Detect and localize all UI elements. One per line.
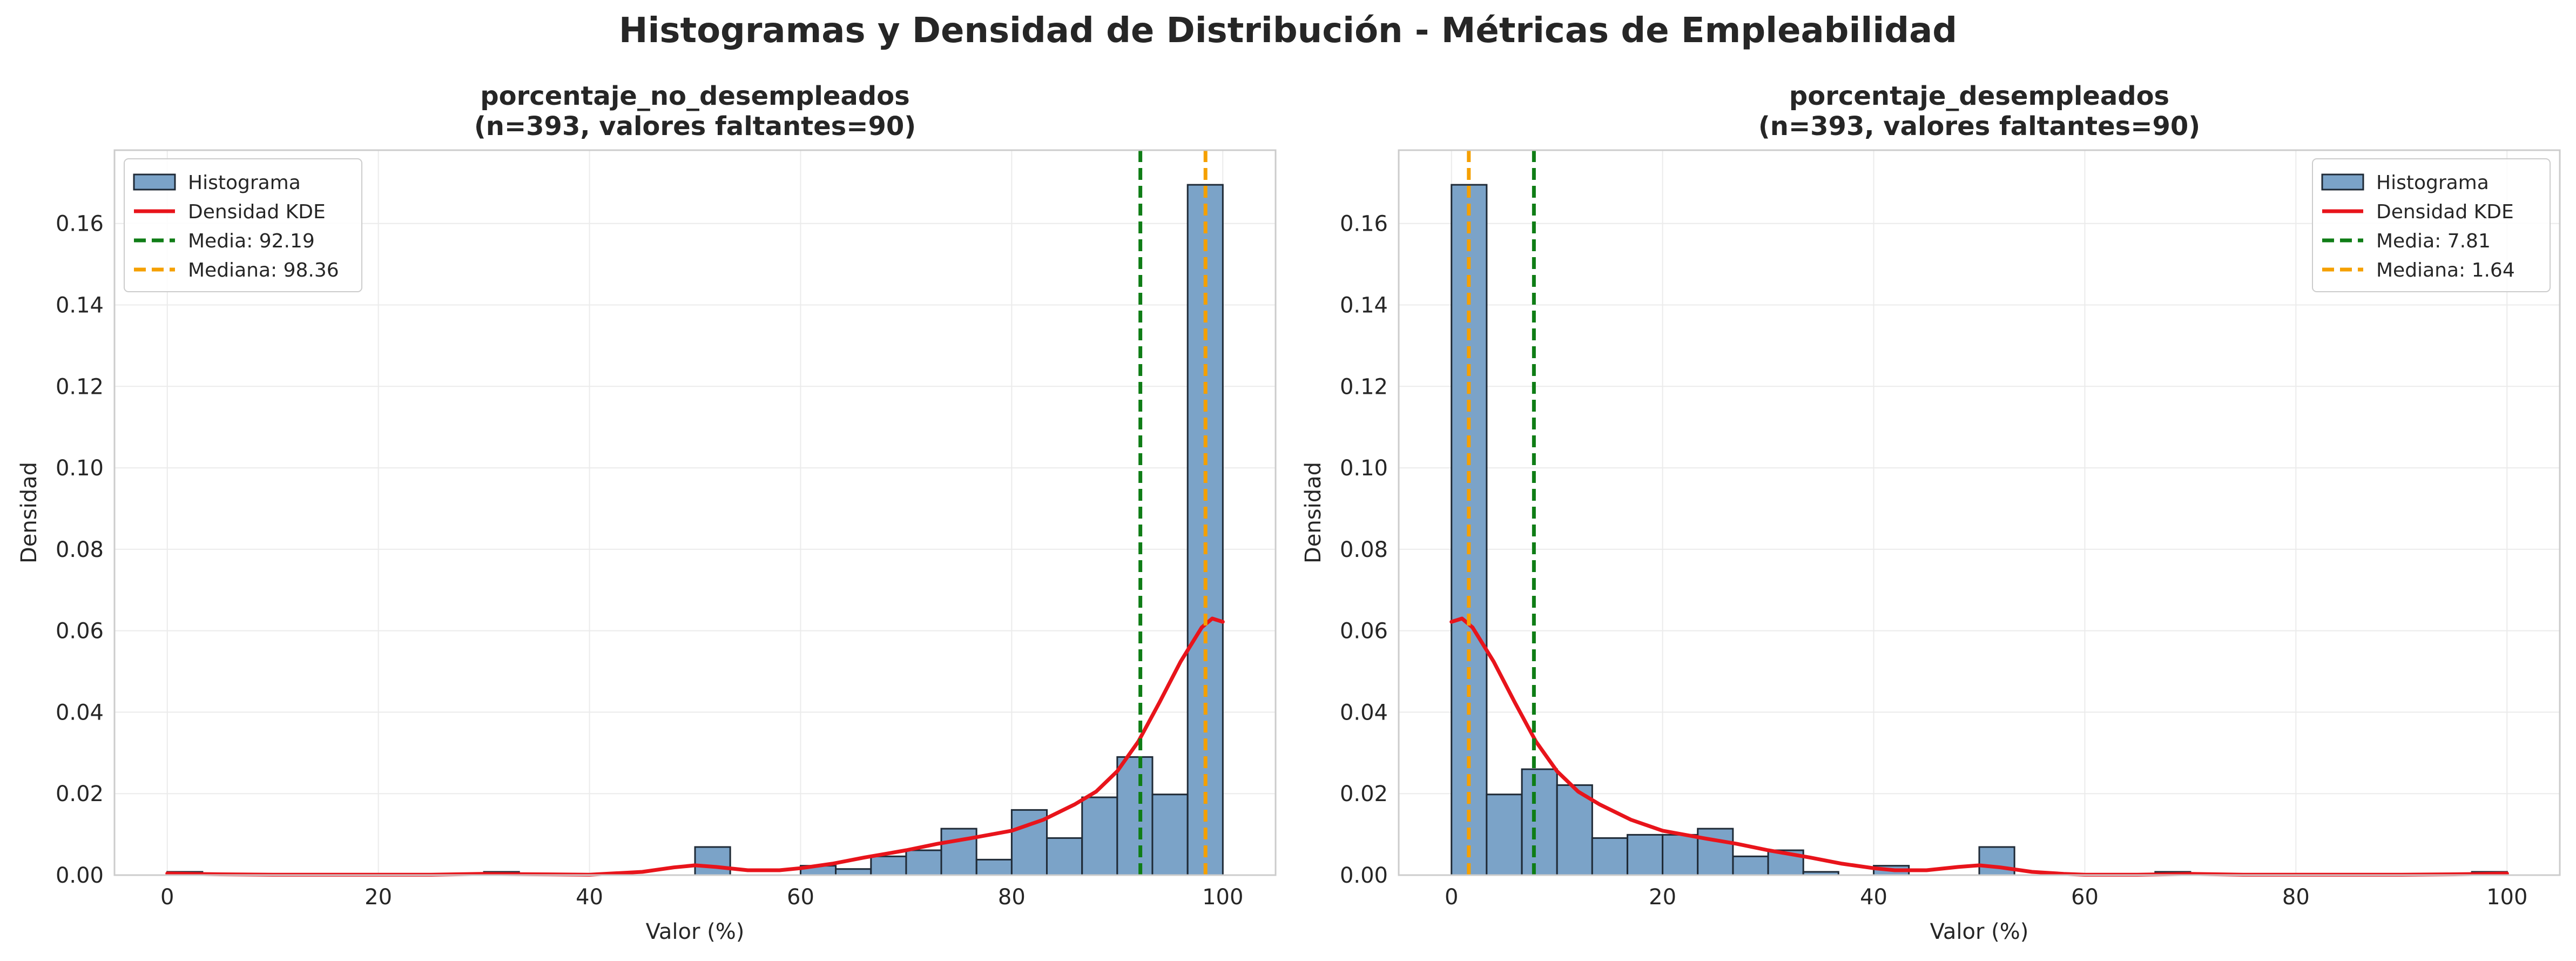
histogram-bar [1697,828,1734,876]
histogram-bar [975,858,1013,876]
histogram-bar [694,846,731,876]
panel-title: porcentaje_desempleados [1789,81,2169,111]
y-tick-label: 0.12 [1340,374,1388,399]
histogram-bar [1486,794,1523,876]
y-tick-label: 0.08 [56,537,104,562]
histogram-bar [1046,837,1083,876]
legend: Histograma Densidad KDE Media: 7.81 Mediana… [2312,158,2551,292]
legend-median-label: Mediana: 1.64 [2376,259,2515,281]
legend-mean-label: Media: 7.81 [2376,230,2491,252]
histogram-bar [835,868,872,876]
y-tick-label: 0.14 [1340,293,1388,318]
y-tick-label: 0.14 [56,293,104,318]
legend-hist-label: Histograma [188,172,301,194]
legend-kde-label: Densidad KDE [188,201,326,223]
histogram-bar [940,828,977,876]
x-axis-label: Valor (%) [1930,919,2029,944]
y-tick-label: 0.04 [1340,700,1388,725]
histogram-bar [1116,756,1154,876]
y-tick-label: 0.02 [56,782,104,807]
x-tick-label: 80 [998,885,1026,910]
legend-mean-label: Media: 92.19 [188,230,315,252]
y-axis-label: Densidad [1301,462,1326,563]
x-tick-label: 100 [1202,885,1243,910]
legend-hist-swatch [2321,173,2364,191]
panel-no-desempleados: porcentaje_no_desempleados(n=393, valore… [17,81,1277,944]
legend-box [2312,158,2551,292]
panel-subtitle: (n=393, valores faltantes=90) [1758,111,2200,142]
legend-hist-label: Histograma [2376,172,2489,194]
panel-title: porcentaje_no_desempleados [480,81,909,111]
legend-kde-label: Densidad KDE [2376,201,2514,223]
y-tick-label: 0.00 [1340,863,1388,888]
x-tick-label: 0 [160,885,174,910]
y-tick-label: 0.00 [56,863,104,888]
y-axis-label: Densidad [17,462,42,563]
legend-median-label: Mediana: 98.36 [188,259,339,281]
x-tick-label: 60 [787,885,814,910]
panel-subtitle: (n=393, valores faltantes=90) [474,111,916,142]
histogram-bar [1978,846,2015,876]
y-tick-label: 0.04 [56,700,104,725]
x-tick-label: 60 [2071,885,2099,910]
histogram-bar [1662,834,1699,876]
axes-frame [113,149,1277,876]
y-tick-label: 0.06 [1340,619,1388,644]
y-tick-label: 0.10 [56,456,104,481]
legend-hist-swatch [133,173,176,191]
legend: Histograma Densidad KDE Media: 92.19 Median… [124,158,362,292]
histogram-bar [1591,837,1628,876]
x-axis-label: Valor (%) [646,919,745,944]
x-tick-label: 20 [365,885,392,910]
x-tick-label: 100 [2486,885,2527,910]
panel-desempleados: porcentaje_desempleados(n=393, valores f… [1301,81,2561,944]
y-tick-label: 0.16 [1340,212,1388,237]
x-tick-label: 20 [1649,885,1676,910]
y-tick-label: 0.16 [56,212,104,237]
y-tick-label: 0.08 [1340,537,1388,562]
histogram-bar [1151,794,1189,876]
legend-box [124,158,362,292]
x-tick-label: 80 [2282,885,2310,910]
y-tick-label: 0.06 [56,619,104,644]
histogram-bar [1627,834,1664,876]
x-tick-label: 0 [1445,885,1458,910]
histogram-bar [1081,796,1118,876]
histogram-bar [870,855,907,876]
y-tick-label: 0.12 [56,374,104,399]
figure-title: Histogramas y Densidad de Distribución -… [619,11,1957,51]
histogram-bar [1732,855,1769,876]
x-tick-label: 40 [576,885,603,910]
histogram-bar [905,849,942,876]
y-tick-label: 0.02 [1340,782,1388,807]
y-tick-label: 0.10 [1340,456,1388,481]
axes-frame [1398,149,2561,876]
x-tick-label: 40 [1860,885,1887,910]
histogram-bar [1521,768,1558,876]
